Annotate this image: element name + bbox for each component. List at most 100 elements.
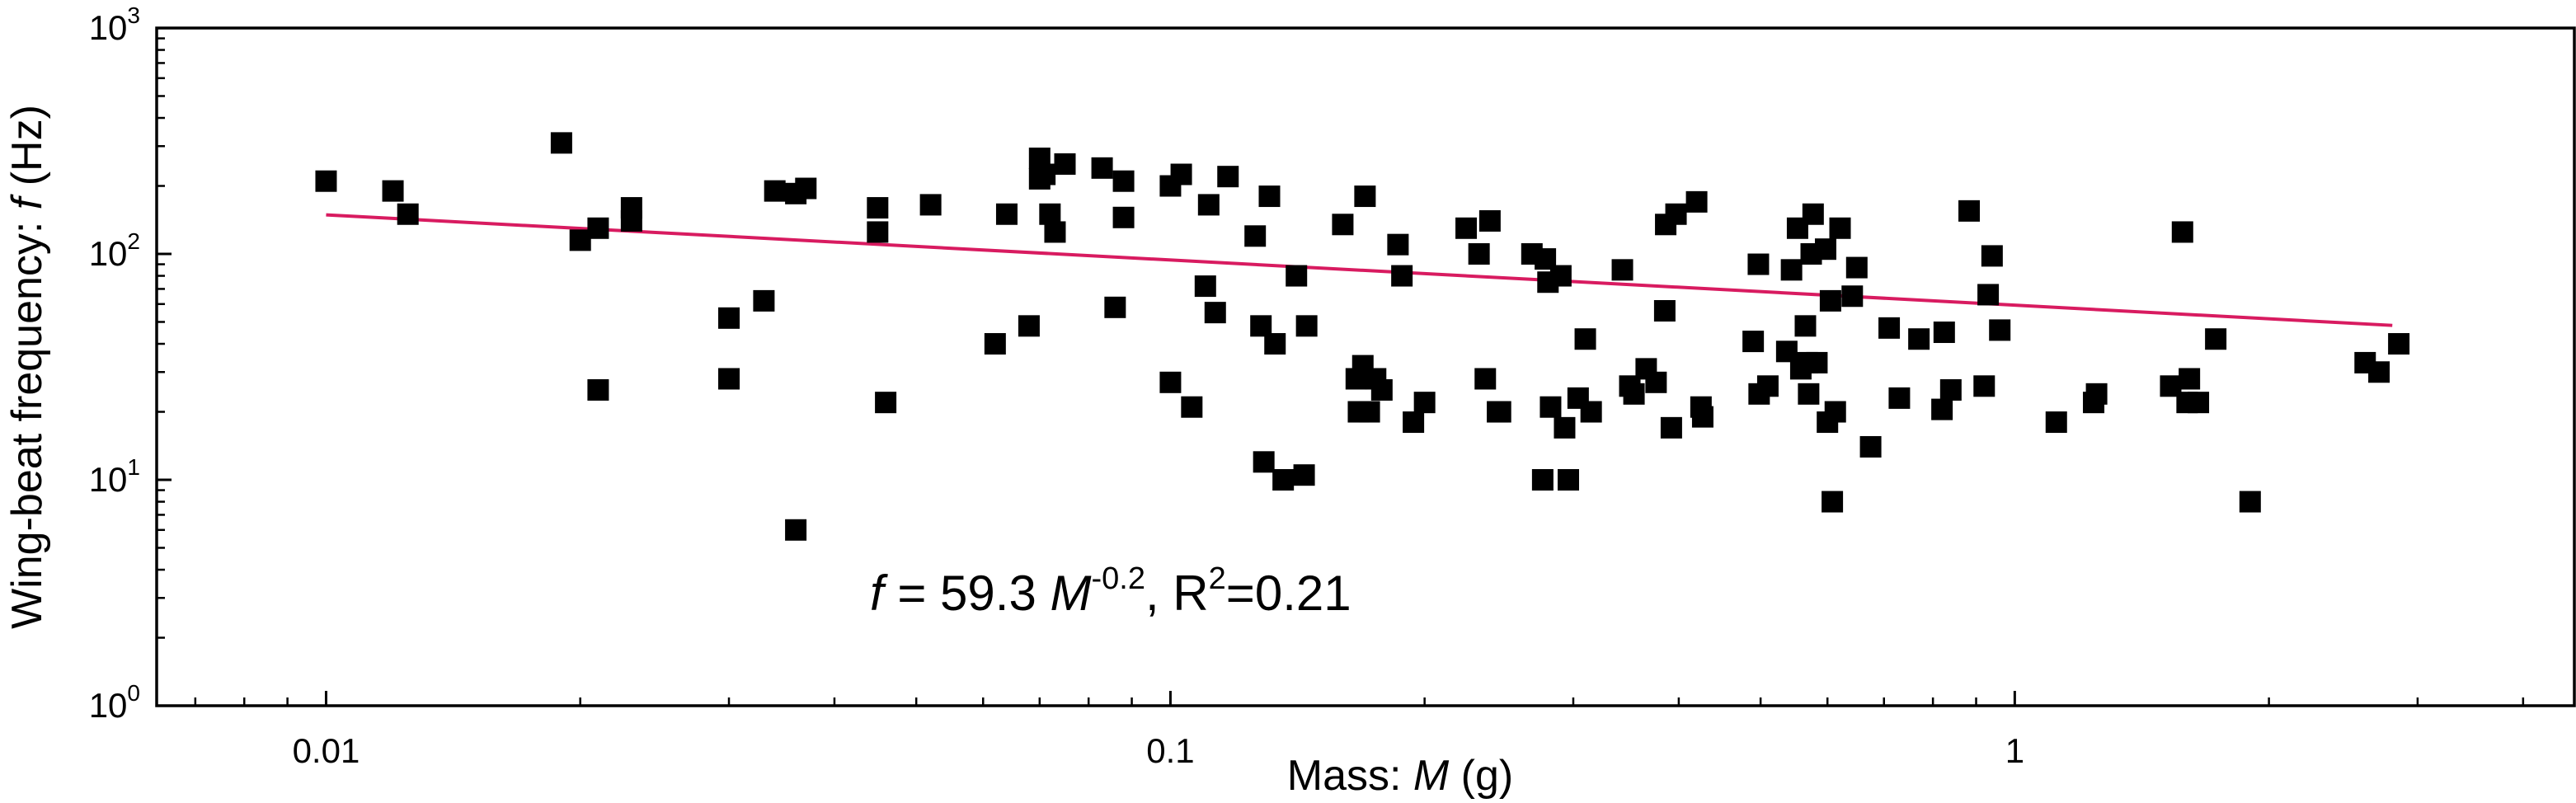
data-point xyxy=(1253,451,1275,473)
data-point xyxy=(1665,203,1687,225)
data-point xyxy=(382,180,404,202)
data-point xyxy=(1478,209,1501,232)
data-point xyxy=(1798,383,1820,405)
x-tick-label: 0.1 xyxy=(1146,731,1194,770)
data-point xyxy=(795,177,817,200)
data-point xyxy=(2085,383,2108,405)
y-tick-label: 103 xyxy=(89,2,140,47)
data-point xyxy=(1611,259,1634,281)
data-point xyxy=(1747,253,1770,275)
data-point xyxy=(718,307,740,329)
power-law-fit-line xyxy=(326,213,2393,327)
annotation-r-label: , R xyxy=(1145,566,1209,621)
y-tick-label: 100 xyxy=(89,680,140,725)
data-point xyxy=(587,217,609,239)
data-point xyxy=(397,203,419,225)
data-point xyxy=(1039,203,1061,225)
data-point xyxy=(1756,375,1779,397)
data-point xyxy=(995,203,1018,225)
data-point xyxy=(1845,256,1868,279)
data-point xyxy=(1691,406,1713,428)
data-point xyxy=(2171,221,2193,243)
data-point xyxy=(1258,185,1281,208)
data-point xyxy=(1939,378,1962,401)
data-point xyxy=(2388,333,2410,355)
data-points-layer xyxy=(315,132,2410,541)
data-point xyxy=(785,519,807,541)
data-point xyxy=(1293,464,1315,486)
data-point xyxy=(1034,163,1056,185)
data-point xyxy=(1272,469,1295,491)
annotation-equation: = 59.3 xyxy=(884,566,1051,621)
x-axis-ticks: 0.01 0.1 1 xyxy=(194,691,2525,770)
data-point xyxy=(1931,398,1953,420)
data-point xyxy=(1859,435,1882,458)
data-point xyxy=(569,229,591,251)
data-point xyxy=(620,209,642,232)
y-axis-ticks: 100 101 102 103 xyxy=(89,2,172,725)
data-point xyxy=(1539,396,1562,418)
data-point xyxy=(1217,166,1239,188)
data-point xyxy=(1332,214,1354,236)
data-point xyxy=(1250,315,1272,337)
data-point xyxy=(1054,153,1076,175)
data-point xyxy=(919,194,942,216)
x-tick-label: 0.01 xyxy=(293,731,360,770)
data-point xyxy=(1170,163,1192,185)
data-point xyxy=(1742,331,1765,353)
data-point xyxy=(2045,411,2067,434)
data-point xyxy=(1660,416,1682,439)
data-point xyxy=(315,170,337,192)
data-point xyxy=(1819,289,1841,312)
data-point xyxy=(1197,194,1220,216)
data-point xyxy=(1814,238,1836,261)
data-point xyxy=(1370,378,1393,401)
data-point xyxy=(1802,203,1824,225)
data-point xyxy=(1574,328,1596,350)
data-point xyxy=(1489,401,1511,423)
data-point xyxy=(1204,302,1226,324)
data-point xyxy=(1806,351,1828,373)
data-point xyxy=(875,392,897,414)
data-point xyxy=(1888,387,1911,409)
data-point xyxy=(1829,217,1851,239)
data-point xyxy=(1403,411,1425,434)
y-tick-label: 102 xyxy=(89,228,140,273)
data-point xyxy=(1958,200,1981,222)
data-point xyxy=(1531,469,1554,491)
data-point xyxy=(1580,401,1602,423)
data-point xyxy=(753,289,775,312)
fit-line-layer xyxy=(326,213,2393,327)
data-point xyxy=(2179,368,2201,390)
data-point xyxy=(1286,265,1308,287)
x-axis-title: Mass: M (g) xyxy=(1287,752,1513,800)
data-point xyxy=(1181,396,1203,418)
data-point xyxy=(1794,315,1817,337)
data-point xyxy=(1989,319,2011,341)
data-point xyxy=(1112,170,1135,192)
data-point xyxy=(1018,315,1040,337)
annotation-r2-superscript: 2 xyxy=(1209,561,1226,596)
y-tick-label: 101 xyxy=(89,454,140,499)
data-point xyxy=(1264,333,1286,355)
data-point xyxy=(867,221,889,243)
data-point xyxy=(1822,491,1844,513)
data-point xyxy=(1391,265,1413,287)
x-tick-label: 1 xyxy=(2005,731,2024,770)
data-point xyxy=(2368,361,2390,383)
data-point xyxy=(1824,401,1846,423)
data-point xyxy=(1295,315,1318,337)
data-point xyxy=(764,180,786,202)
data-point xyxy=(1685,190,1708,213)
data-point xyxy=(1780,259,1803,281)
data-point xyxy=(867,197,889,219)
data-point xyxy=(1933,322,1955,344)
data-point xyxy=(1354,185,1376,208)
data-point xyxy=(1557,469,1579,491)
data-point xyxy=(1104,296,1126,318)
data-point xyxy=(1044,221,1066,243)
data-point xyxy=(550,132,572,154)
annotation-exponent: -0.2 xyxy=(1091,561,1145,596)
